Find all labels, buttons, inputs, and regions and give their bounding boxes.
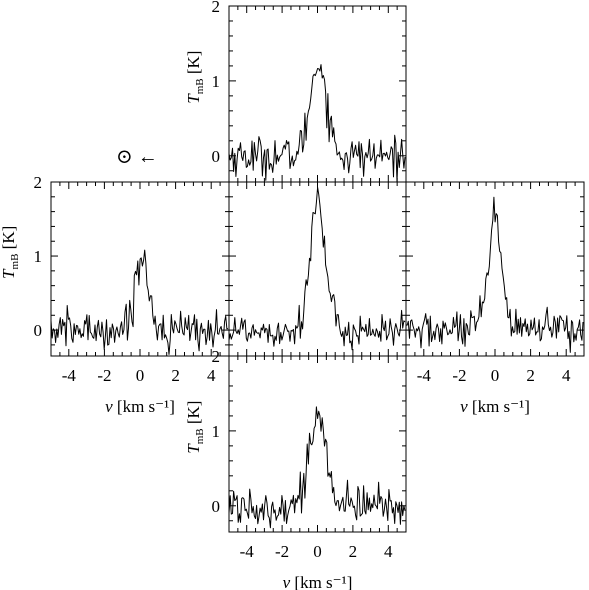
- y-tick-label: 2: [212, 0, 221, 16]
- y-tick-label: 2: [212, 347, 221, 366]
- x-tick-label: 2: [349, 542, 358, 561]
- panel-west: -4 -2 0 2 4 v [km s⁻¹]: [405, 181, 585, 416]
- y-tick-label: 0: [212, 147, 221, 166]
- x-tick-label: 2: [171, 366, 180, 385]
- x-tick-label: -2: [452, 366, 466, 385]
- spectrum-line-north: [228, 64, 406, 183]
- x-tick-label: -4: [417, 366, 432, 385]
- x-tick-label: -2: [97, 366, 111, 385]
- x-axis-label: v [km s⁻¹]: [460, 397, 530, 416]
- panel-centre: [228, 181, 407, 357]
- x-axis-label: v [km s⁻¹]: [283, 573, 353, 590]
- y-tick-label: 0: [34, 321, 43, 340]
- y-tick-label: 1: [34, 247, 43, 266]
- spectrum-line-centre: [228, 186, 406, 351]
- y-tick-label: 0: [212, 497, 221, 516]
- y-tick-label: 2: [34, 173, 43, 192]
- y-axis-label: TmB [K]: [0, 226, 21, 279]
- panel-north: 0 1 2 TmB [K]: [184, 0, 407, 183]
- x-tick-label: 4: [207, 366, 216, 385]
- panel-frame-south: [228, 355, 407, 533]
- x-tick-label: -4: [62, 366, 77, 385]
- x-tick-label: 4: [562, 366, 571, 385]
- x-tick-label: 0: [491, 366, 500, 385]
- y-tick-label: 1: [212, 422, 221, 441]
- x-axis-label: v [km s⁻¹]: [105, 397, 175, 416]
- spectrum-line-south: [228, 406, 406, 529]
- x-tick-label: -2: [275, 542, 289, 561]
- y-tick-label: 1: [212, 72, 221, 91]
- sun-direction-marker: ⊙ ←: [116, 146, 158, 168]
- spectrum-line-west: [405, 196, 584, 353]
- x-tick-label: 4: [384, 542, 393, 561]
- x-tick-label: 0: [136, 366, 145, 385]
- x-tick-label: -4: [240, 542, 255, 561]
- spectrum-line-east: [50, 249, 229, 355]
- x-tick-label: 0: [313, 542, 322, 561]
- y-axis-label: TmB [K]: [184, 401, 206, 454]
- y-axis-label: TmB [K]: [184, 51, 206, 104]
- x-tick-label: 2: [526, 366, 535, 385]
